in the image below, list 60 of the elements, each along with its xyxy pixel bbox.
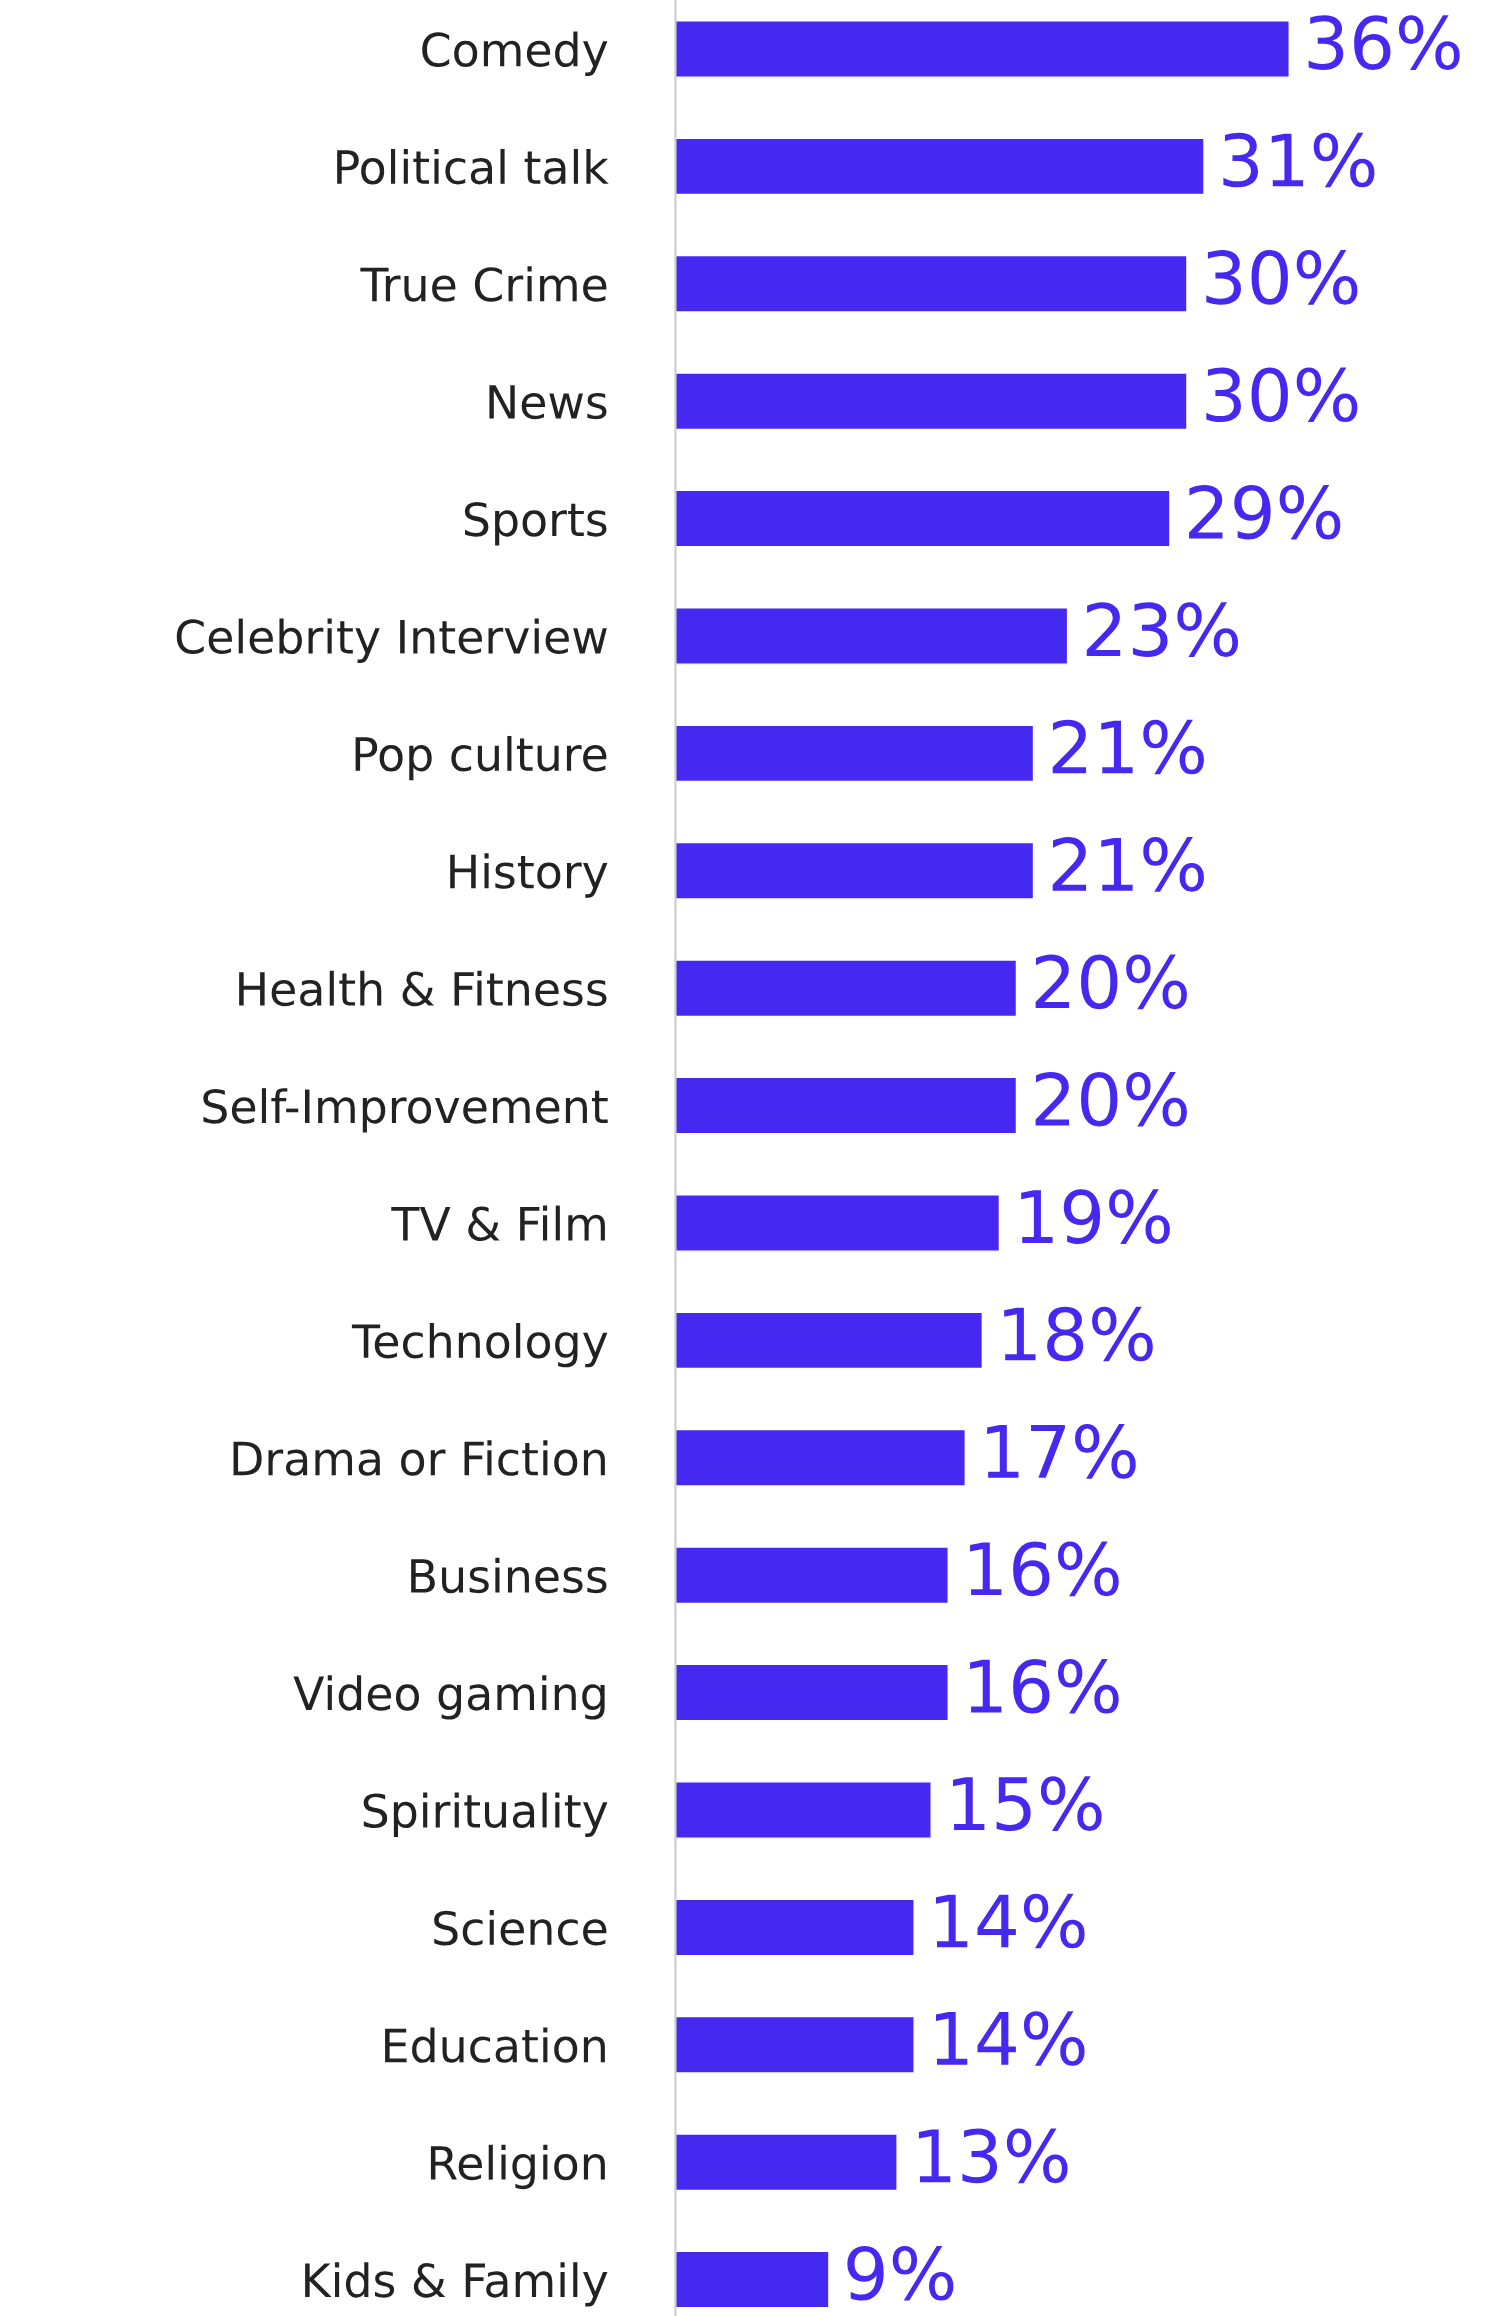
bar <box>675 841 1035 900</box>
y-tick-label: Kids & Family <box>305 2262 608 2307</box>
bar <box>675 1546 949 1605</box>
y-tick-label: Video gaming <box>293 1675 605 1720</box>
y-tick-label: Religion <box>430 2144 605 2190</box>
bar <box>675 1076 1018 1135</box>
bar <box>675 1311 984 1370</box>
y-tick-label: TV & Film <box>391 1205 605 1242</box>
y-tick-label: Sports <box>464 501 607 546</box>
data-label: 20% <box>1035 954 1187 1010</box>
y-tick-label: Pop culture <box>355 735 607 781</box>
data-label: 14% <box>935 1893 1085 1949</box>
data-label: 21% <box>1052 837 1204 892</box>
y-tick-label: Comedy <box>422 31 608 76</box>
bar <box>675 372 1188 431</box>
bar <box>675 2015 915 2074</box>
bar <box>675 1428 966 1487</box>
data-label: 30% <box>1206 250 1358 305</box>
data-label: 20% <box>1035 1071 1187 1127</box>
y-tick-label: Celebrity Interview <box>176 618 607 663</box>
bar <box>675 489 1171 548</box>
bar <box>675 254 1188 313</box>
bar <box>675 1781 932 1839</box>
data-label: 18% <box>1004 1306 1153 1362</box>
bar <box>675 137 1205 196</box>
data-label: 16% <box>970 1541 1119 1597</box>
data-label: 15% <box>953 1776 1102 1831</box>
y-tick-label: True Crime <box>360 266 607 302</box>
y-tick-label: Business <box>411 1557 607 1594</box>
y-tick-label: Spirituality <box>363 1792 608 1837</box>
bar <box>675 2250 830 2309</box>
data-label: 29% <box>1189 484 1341 540</box>
bar <box>675 1194 1001 1252</box>
bar <box>675 20 1290 78</box>
bar <box>675 607 1069 665</box>
bar <box>675 1898 915 1957</box>
data-label: 13% <box>918 2128 1068 2184</box>
y-tick-label: Self-Improvement <box>203 1088 608 1133</box>
data-label: 23% <box>1086 602 1239 657</box>
y-tick-label: Technology <box>351 1322 608 1368</box>
bar <box>675 1663 949 1722</box>
data-label: 16% <box>970 1658 1119 1714</box>
y-tick-label: Education <box>385 2027 605 2063</box>
data-label: 9% <box>847 2245 954 2301</box>
bar <box>675 724 1035 783</box>
bar <box>675 2133 898 2192</box>
y-tick-label: News <box>489 385 607 420</box>
bar <box>675 959 1018 1018</box>
y-tick-label: Political talk <box>337 148 609 185</box>
data-label: 21% <box>1052 719 1204 775</box>
y-tick-label: Health & Fitness <box>239 970 607 1007</box>
data-label: 36% <box>1308 15 1460 70</box>
data-label: 14% <box>935 2011 1085 2066</box>
data-label: 19% <box>1021 1189 1170 1244</box>
y-tick-label: Science <box>434 1909 607 1946</box>
data-label: 30% <box>1206 367 1358 423</box>
y-tick-label: Drama or Fiction <box>233 1440 605 1476</box>
y-tick-label: History <box>450 853 608 898</box>
data-label: 17% <box>987 1424 1136 1479</box>
data-label: 31% <box>1223 132 1375 188</box>
